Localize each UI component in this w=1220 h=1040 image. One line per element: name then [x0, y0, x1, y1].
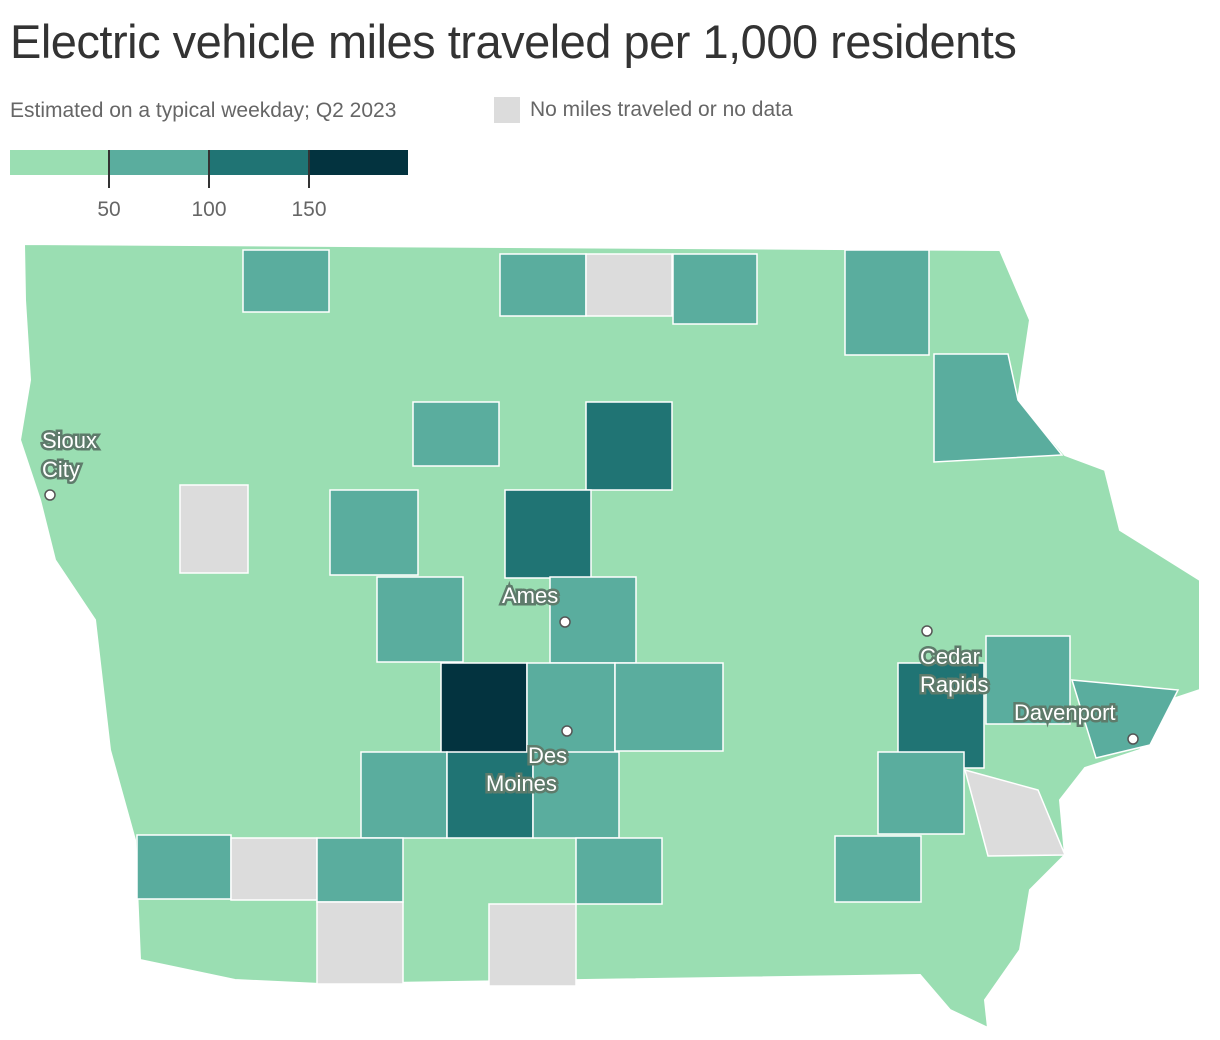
city-label-des-moines-2: Moines	[486, 771, 557, 796]
no-data-label: No miles traveled or no data	[530, 98, 793, 121]
tick-100: 100	[191, 198, 227, 221]
no-data-legend: No miles traveled or no data	[494, 97, 793, 123]
city-label-davenport: Davenport	[1014, 700, 1116, 725]
city-label-des-moines: Des	[528, 743, 567, 768]
city-label-sioux-city: Sioux	[42, 428, 97, 453]
no-data-swatch	[494, 97, 520, 123]
subtitle: Estimated on a typical weekday; Q2 2023	[10, 99, 397, 122]
tick-50: 50	[97, 198, 121, 221]
city-label-sioux-city-2: City	[42, 457, 80, 482]
city-label-cedar-rapids-2: Rapids	[920, 672, 988, 697]
color-legend: 50 100 150	[10, 150, 408, 221]
city-label-ames: Ames	[502, 583, 558, 608]
city-label-cedar-rapids: Cedar	[920, 644, 980, 669]
tick-150: 150	[291, 198, 327, 221]
chart-title: Electric vehicle miles traveled per 1,00…	[10, 15, 1017, 68]
